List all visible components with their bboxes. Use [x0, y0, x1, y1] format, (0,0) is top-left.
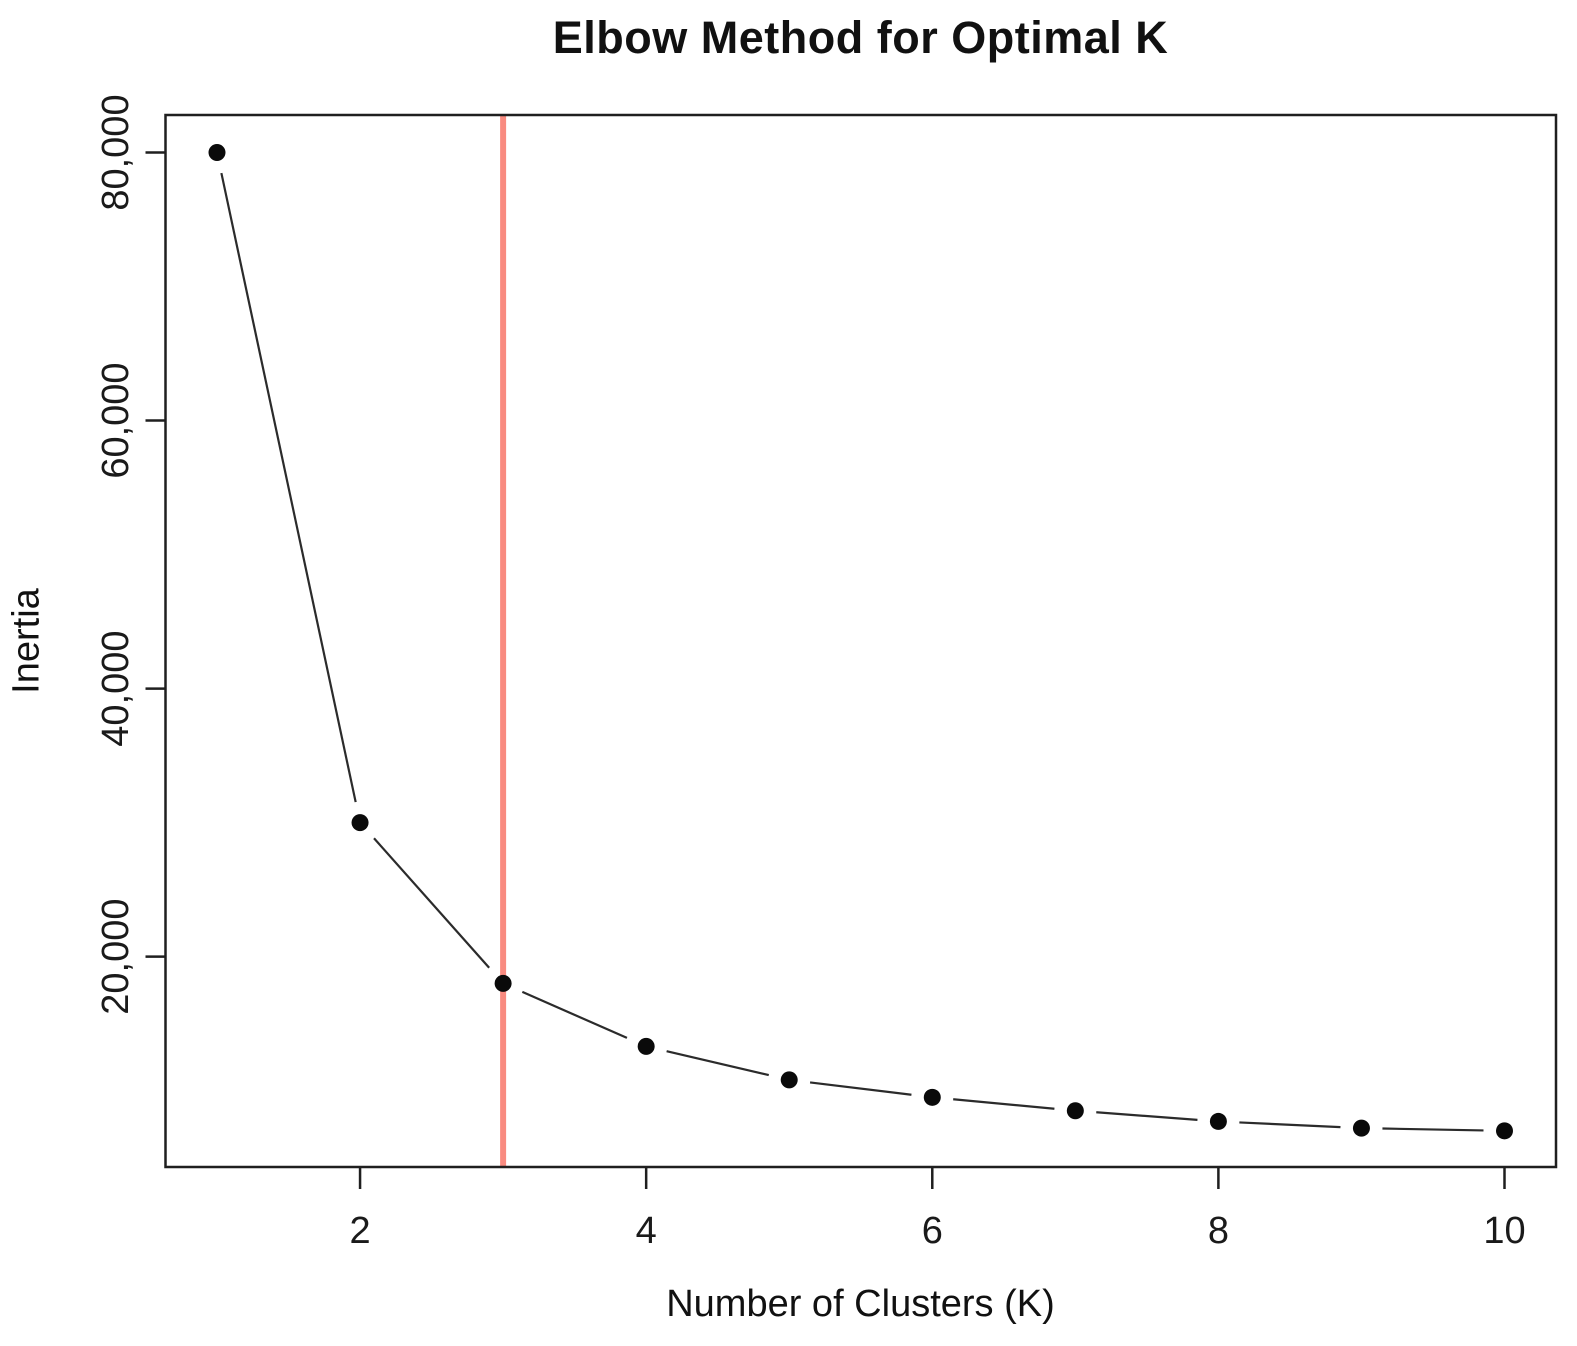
series-segment — [373, 837, 490, 969]
series-segment — [1096, 1111, 1198, 1121]
x-tick-label: 2 — [349, 1210, 370, 1252]
data-point — [494, 974, 512, 992]
data-point — [637, 1037, 655, 1055]
data-point — [208, 144, 226, 162]
series-segment — [953, 1098, 1055, 1110]
y-tick-label: 20,000 — [95, 898, 137, 1014]
series-segment — [1382, 1127, 1484, 1132]
data-point — [780, 1071, 798, 1089]
series-segment — [521, 990, 628, 1039]
data-point — [351, 814, 369, 832]
x-tick-label: 4 — [636, 1210, 657, 1252]
x-tick-label: 10 — [1483, 1210, 1525, 1252]
x-tick-label: 6 — [922, 1210, 943, 1252]
y-axis-label: Inertia — [5, 588, 48, 694]
x-axis-label: Number of Clusters (K) — [666, 1283, 1055, 1325]
series-segment — [220, 172, 357, 803]
y-tick-label: 60,000 — [95, 362, 137, 478]
data-point — [1496, 1122, 1513, 1140]
data-point — [923, 1088, 941, 1106]
x-tick-label: 8 — [1208, 1210, 1229, 1252]
series-segment — [809, 1081, 912, 1096]
data-point — [1352, 1119, 1370, 1137]
y-tick-label: 40,000 — [95, 630, 137, 746]
chart-title: Elbow Method for Optimal K — [552, 12, 1169, 63]
y-tick-label: 80,000 — [95, 94, 137, 210]
series-segment — [666, 1050, 770, 1077]
data-point — [1209, 1112, 1227, 1130]
plot-border — [164, 113, 1558, 1169]
series-segment — [1239, 1121, 1341, 1129]
data-point — [1066, 1102, 1084, 1120]
